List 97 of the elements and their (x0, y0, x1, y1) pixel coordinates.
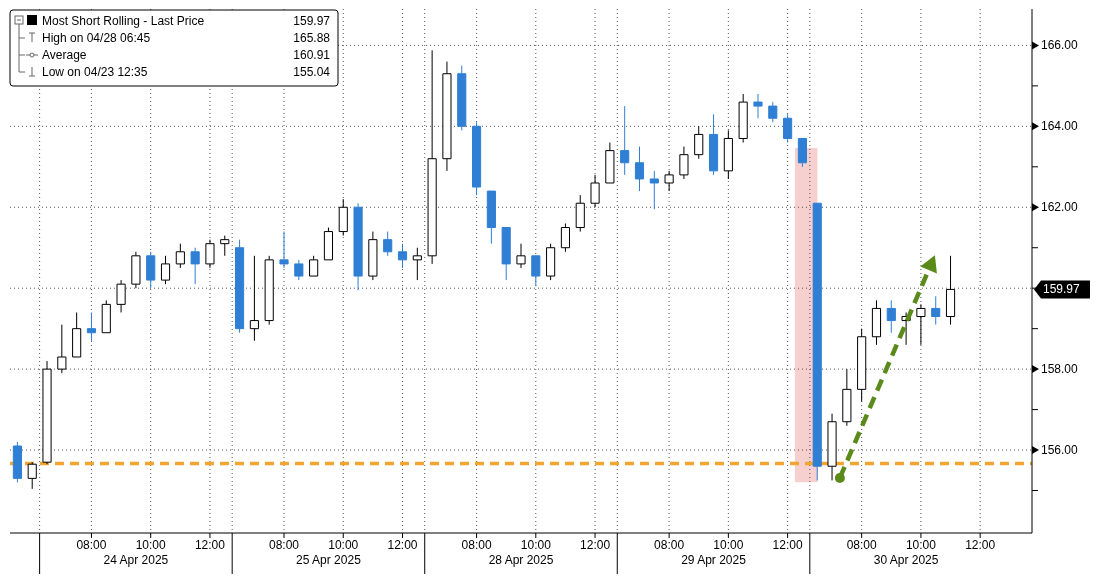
candlestick (753, 93, 763, 119)
candlestick (516, 243, 526, 269)
annotation: 159.97 (293, 14, 331, 28)
candlestick (264, 255, 274, 326)
candlestick (620, 105, 630, 176)
candlestick (131, 251, 141, 289)
x-tick-label: 10:00 (905, 538, 937, 552)
candlestick (442, 61, 452, 172)
candlestick (531, 255, 541, 287)
x-tick-label: 10:00 (713, 538, 744, 552)
candlestick (190, 247, 200, 285)
annotation: 155.04 (293, 65, 331, 79)
candlestick (694, 125, 704, 160)
y-tick-label: 166.00 (1041, 38, 1079, 53)
candlestick (857, 328, 867, 402)
candlestick (323, 227, 334, 261)
candlestick (471, 121, 482, 196)
candlestick (368, 231, 378, 281)
x-tick-label: 10:00 (328, 538, 359, 552)
x-tick-label: 08:00 (76, 538, 107, 552)
candlestick (101, 299, 111, 334)
y-tick-label: 162.00 (1041, 200, 1079, 215)
candlestick (353, 202, 363, 291)
y-tick-label: 156.00 (1041, 443, 1079, 458)
text: 30 Apr 2025 (873, 553, 939, 567)
annotation: Low on 04/23 12:35 (42, 65, 148, 79)
candlestick (723, 129, 733, 180)
candlestick (634, 146, 645, 192)
candlestick (945, 255, 956, 326)
candlestick (383, 231, 393, 257)
candlestick (812, 202, 822, 481)
candlestick (309, 255, 319, 277)
x-tick-label: 08:00 (461, 538, 492, 552)
candlestick (708, 113, 719, 176)
annotation: Average (42, 48, 87, 62)
candlestick (249, 255, 259, 342)
candlestick (827, 413, 837, 481)
candlestick (294, 259, 304, 281)
price-tag: 159.97 (1034, 280, 1090, 299)
candlestick (679, 146, 689, 180)
text: 28 Apr 2025 (488, 553, 554, 567)
candlestick (916, 303, 926, 346)
candlestick (457, 65, 467, 131)
candlestick (783, 113, 793, 144)
legend-label: Most Short Rolling - Last Price (42, 14, 205, 28)
annotation: 165.88 (293, 31, 331, 45)
candlestick (797, 137, 807, 168)
text: 24 Apr 2025 (103, 553, 169, 567)
candlestick (397, 243, 408, 269)
candlestick (205, 239, 215, 269)
candlestick (57, 324, 67, 374)
candlestick (72, 311, 82, 358)
x-tick-label: 12:00 (965, 538, 996, 552)
candlestick (768, 101, 778, 123)
candlestick (590, 174, 600, 208)
x-tick-label: 12:00 (580, 538, 611, 552)
text: 25 Apr 2025 (296, 553, 362, 567)
candlestick (931, 295, 941, 326)
candlestick (605, 142, 615, 184)
annotation: 160.91 (293, 48, 331, 62)
candlestick (575, 194, 585, 233)
x-tick-label: 08:00 (846, 538, 878, 552)
candlestick (235, 239, 245, 334)
candlestick (546, 243, 556, 281)
candlestick (412, 247, 422, 281)
candlestick (871, 299, 882, 346)
text: 29 Apr 2025 (681, 553, 747, 567)
x-tick-label: 08:00 (269, 538, 300, 552)
candlestick (160, 255, 171, 285)
candlestick (12, 441, 22, 483)
candlestick (27, 461, 37, 490)
x-tick-label: 10:00 (520, 538, 552, 552)
candlestick (486, 190, 496, 245)
x-tick-label: 12:00 (772, 538, 803, 552)
candlestick (146, 251, 156, 289)
candlestick (501, 227, 511, 281)
x-tick-label: 12:00 (194, 538, 226, 552)
x-tick-label: 10:00 (135, 538, 167, 552)
y-tick-label: 164.00 (1041, 119, 1079, 134)
candlestick (664, 170, 674, 192)
candlestick (842, 368, 852, 427)
annotation: High on 04/28 06:45 (42, 31, 151, 45)
candlestick (338, 198, 348, 237)
x-tick-label: 12:00 (387, 538, 418, 552)
candlestick (427, 49, 437, 265)
candlestick (220, 235, 230, 257)
candlestick (42, 360, 52, 465)
candlestick (649, 170, 659, 210)
candlestick (116, 279, 126, 313)
x-tick-label: 08:00 (654, 538, 685, 552)
candlestick (279, 231, 289, 269)
candlestick (86, 311, 97, 342)
y-tick-label: 158.00 (1041, 362, 1079, 377)
candlestick (738, 93, 748, 144)
candlestick (886, 299, 896, 334)
candlestick (560, 222, 571, 253)
candlestick (175, 243, 185, 269)
